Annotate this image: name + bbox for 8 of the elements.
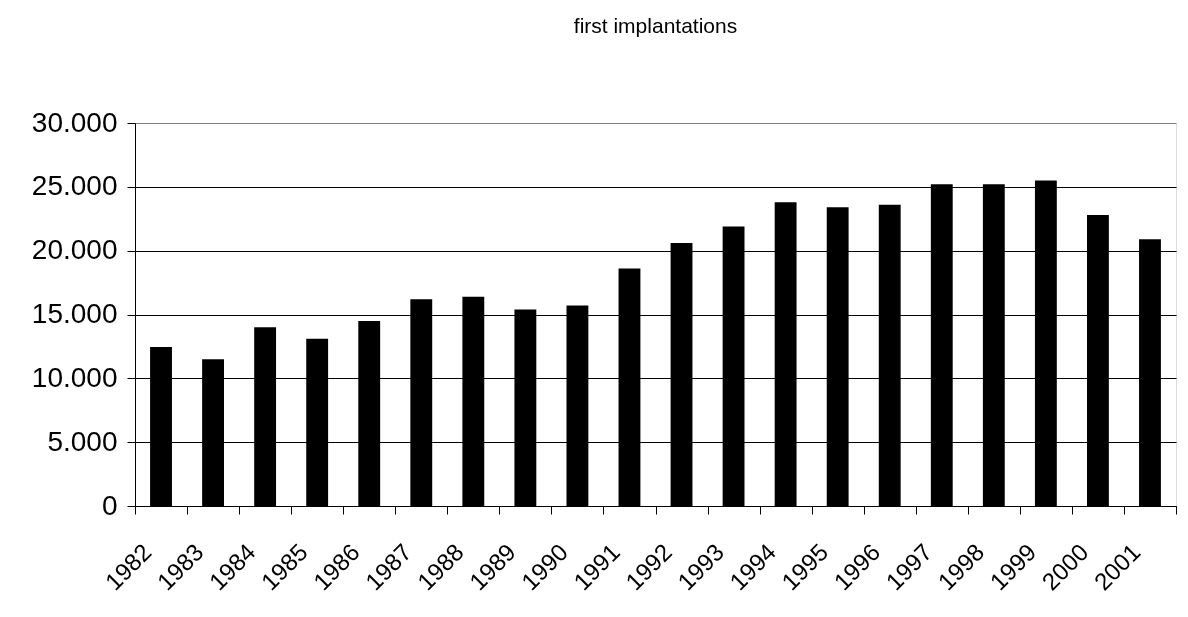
y-tick-label: 25.000 — [31, 170, 118, 202]
y-tick-label: 30.000 — [31, 106, 118, 138]
y-tick-label: 15.000 — [31, 298, 118, 329]
y-tick-label: 10.000 — [31, 361, 118, 393]
y-tick-label: 5.000 — [47, 425, 118, 457]
y-tick-label: 0 — [101, 489, 118, 521]
y-tick-label: 20.000 — [31, 234, 118, 266]
chart-title: first implantations — [573, 14, 738, 37]
